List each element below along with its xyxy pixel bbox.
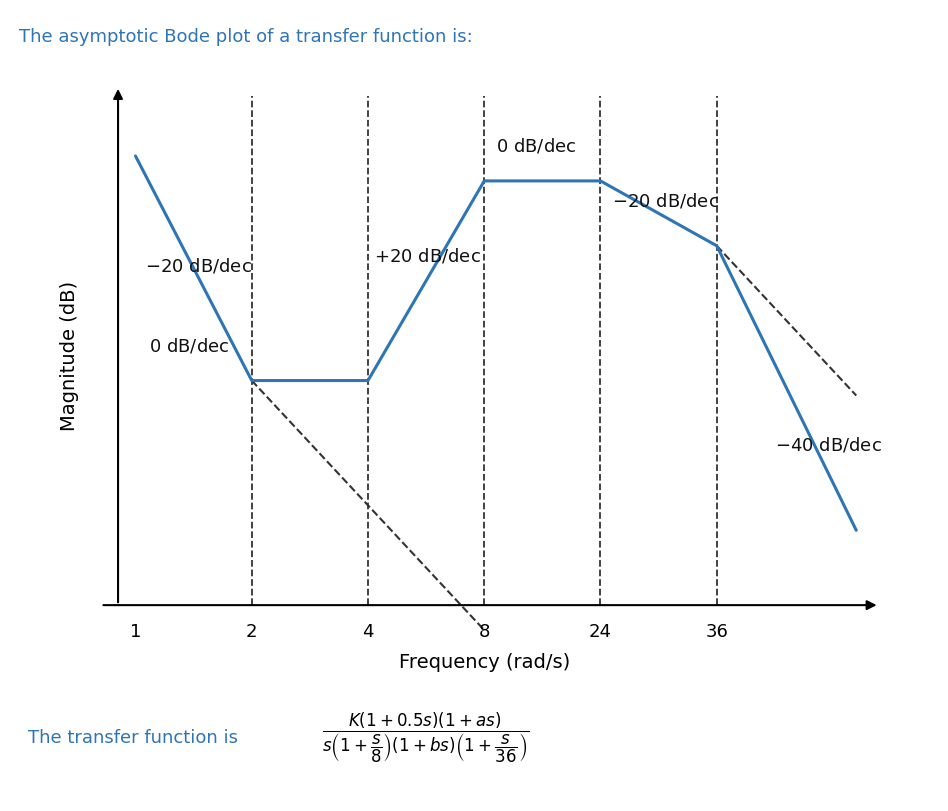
Text: $-20$ dB/dec: $-20$ dB/dec: [612, 191, 719, 210]
Text: Magnitude (dB): Magnitude (dB): [60, 281, 79, 431]
Text: The transfer function is: The transfer function is: [28, 729, 239, 747]
Text: $+20$ dB/dec: $+20$ dB/dec: [374, 247, 481, 265]
Text: 1: 1: [130, 623, 141, 641]
Text: $0$ dB/dec: $0$ dB/dec: [150, 336, 229, 355]
Text: $-20$ dB/dec: $-20$ dB/dec: [145, 256, 251, 275]
Text: Frequency (rad/s): Frequency (rad/s): [398, 653, 570, 672]
Text: $0$ dB/dec: $0$ dB/dec: [496, 136, 576, 156]
Text: 8: 8: [479, 623, 490, 641]
Text: 2: 2: [246, 623, 258, 641]
Text: 24: 24: [589, 623, 612, 641]
Text: The asymptotic Bode plot of a transfer function is:: The asymptotic Bode plot of a transfer f…: [19, 28, 473, 46]
Text: $\dfrac{K(1+0.5s)(1+as)}{s\left(1+\dfrac{s}{8}\right)(1+bs)\left(1+\dfrac{s}{36}: $\dfrac{K(1+0.5s)(1+as)}{s\left(1+\dfrac…: [322, 711, 529, 765]
Text: $-40$ dB/dec: $-40$ dB/dec: [775, 436, 882, 455]
Text: 36: 36: [705, 623, 728, 641]
Text: 4: 4: [362, 623, 374, 641]
